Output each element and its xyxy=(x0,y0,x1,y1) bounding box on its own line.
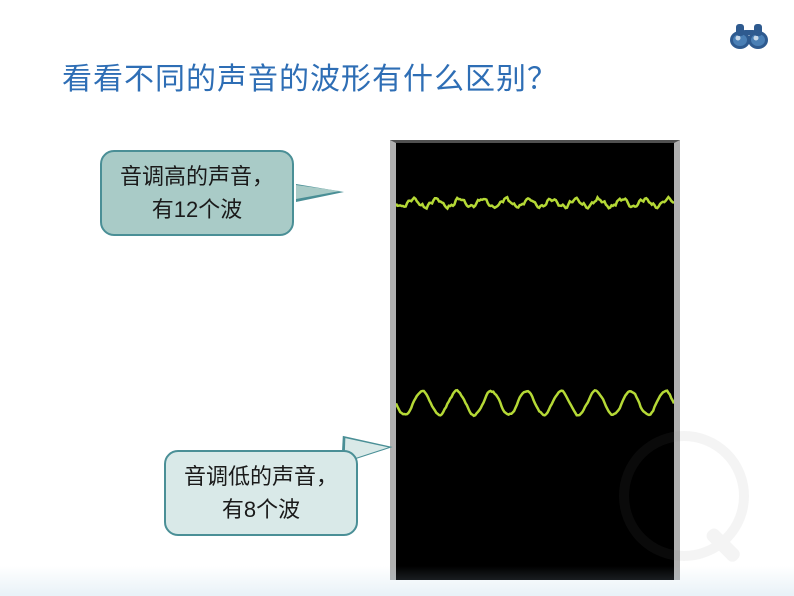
callout-line: 有12个波 xyxy=(120,193,274,226)
callout-low-pitch: 音调低的声音， 有8个波 xyxy=(164,450,358,536)
slide-container: 看看不同的声音的波形有什么区别？ 音调高的声音， 有12个波 音调低的声音， 有… xyxy=(0,0,794,596)
footer-gradient xyxy=(0,566,794,596)
callout-high-pitch: 音调高的声音， 有12个波 xyxy=(100,150,294,236)
callout-tail-fill xyxy=(296,185,340,199)
callout-line: 音调低的声音， xyxy=(184,460,338,493)
watermark-icon xyxy=(614,426,754,566)
slide-title: 看看不同的声音的波形有什么区别？ xyxy=(62,54,558,98)
binoculars-icon xyxy=(728,18,770,50)
callout-line: 音调高的声音， xyxy=(120,160,274,193)
callout-line: 有8个波 xyxy=(184,493,338,526)
